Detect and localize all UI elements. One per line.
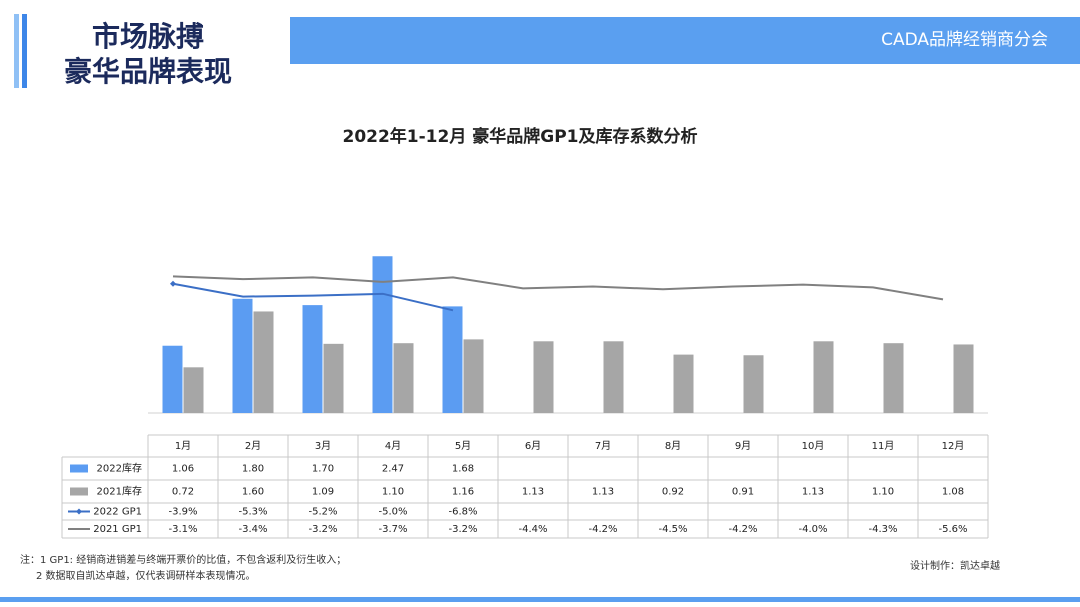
legend-swatch [70, 487, 88, 496]
data-label: 1.08 [942, 487, 964, 498]
data-label: 1.13 [522, 487, 544, 498]
data-label: 1.06 [172, 464, 194, 475]
bar [232, 298, 253, 413]
accent-bar [22, 14, 27, 88]
x-tick-label: 2月 [245, 440, 261, 452]
data-label: 1.16 [452, 487, 474, 498]
data-label: 2.47 [382, 464, 404, 475]
data-label: -4.3% [868, 524, 897, 535]
data-label: 1.10 [872, 487, 894, 498]
data-label: -6.8% [448, 507, 477, 518]
bar [442, 306, 463, 413]
x-tick-label: 8月 [665, 440, 681, 452]
accent-bar [14, 14, 19, 88]
bar [372, 256, 393, 413]
header-band [290, 17, 1080, 64]
data-label: 1.09 [312, 487, 334, 498]
legend-label: 2022 GP1 [93, 507, 142, 518]
data-label: -4.2% [588, 524, 617, 535]
data-label: 1.68 [452, 464, 474, 475]
x-tick-label: 11月 [872, 440, 895, 452]
data-label: 1.60 [242, 487, 264, 498]
x-tick-label: 7月 [595, 440, 611, 452]
data-label: -3.2% [308, 524, 337, 535]
legend-label: 2022库存 [97, 462, 142, 475]
page-title: 豪华品牌表现 [64, 55, 232, 88]
note: 2 数据取自凯达卓越，仅代表调研样本表现情况。 [36, 569, 256, 582]
x-tick-label: 9月 [735, 440, 751, 452]
x-tick-label: 4月 [385, 440, 401, 452]
bar [393, 343, 414, 413]
x-tick-label: 12月 [942, 440, 965, 452]
data-label: 1.13 [802, 487, 824, 498]
footer-band [0, 597, 1080, 602]
data-label: -3.2% [448, 524, 477, 535]
data-label: -4.0% [798, 524, 827, 535]
legend-swatch [70, 464, 88, 473]
data-label: 1.70 [312, 464, 334, 475]
x-tick-label: 6月 [525, 440, 541, 452]
data-label: -3.4% [238, 524, 267, 535]
data-label: -3.1% [168, 524, 197, 535]
legend-label: 2021 GP1 [93, 524, 142, 535]
note: 注：1 GP1: 经销商进销差与终端开票价的比值，不包含返利及衍生收入； [20, 553, 346, 566]
x-tick-label: 5月 [455, 440, 471, 452]
data-label: -3.7% [378, 524, 407, 535]
bar [533, 341, 554, 413]
data-label: -5.6% [938, 524, 967, 535]
line [172, 282, 454, 312]
bar [162, 345, 183, 413]
data-label: 0.72 [172, 487, 194, 498]
bar [603, 341, 624, 413]
bar [743, 355, 764, 413]
line [172, 275, 944, 301]
x-tick-label: 10月 [802, 440, 825, 452]
bar [673, 354, 694, 413]
legend-label: 2021库存 [97, 485, 142, 498]
legend-marker [76, 508, 82, 515]
data-label: 0.92 [662, 487, 684, 498]
data-label: 1.80 [242, 464, 264, 475]
org-name: CADA品牌经销商分会 [881, 30, 1048, 50]
bar [463, 339, 484, 413]
bar [302, 305, 323, 413]
credit: 设计制作：凯达卓越 [910, 559, 1000, 572]
bar [953, 344, 974, 413]
data-label: 1.13 [592, 487, 614, 498]
bar [813, 341, 834, 413]
data-label: -4.2% [728, 524, 757, 535]
x-tick-label: 3月 [315, 440, 331, 452]
data-label: 0.91 [732, 487, 754, 498]
page-title: 市场脉搏 [92, 20, 204, 53]
chart-title: 2022年1-12月 豪华品牌GP1及库存系数分析 [342, 126, 697, 147]
bar [883, 343, 904, 413]
data-label: -3.9% [168, 507, 197, 518]
data-label: -5.2% [308, 507, 337, 518]
marker [170, 280, 176, 287]
data-label: -5.3% [238, 507, 267, 518]
data-label: -4.5% [658, 524, 687, 535]
bar [253, 311, 274, 413]
x-tick-label: 1月 [175, 440, 191, 452]
bar [183, 367, 204, 413]
data-label: -4.4% [518, 524, 547, 535]
data-label: 1.10 [382, 487, 404, 498]
data-label: -5.0% [378, 507, 407, 518]
bar [323, 343, 344, 413]
